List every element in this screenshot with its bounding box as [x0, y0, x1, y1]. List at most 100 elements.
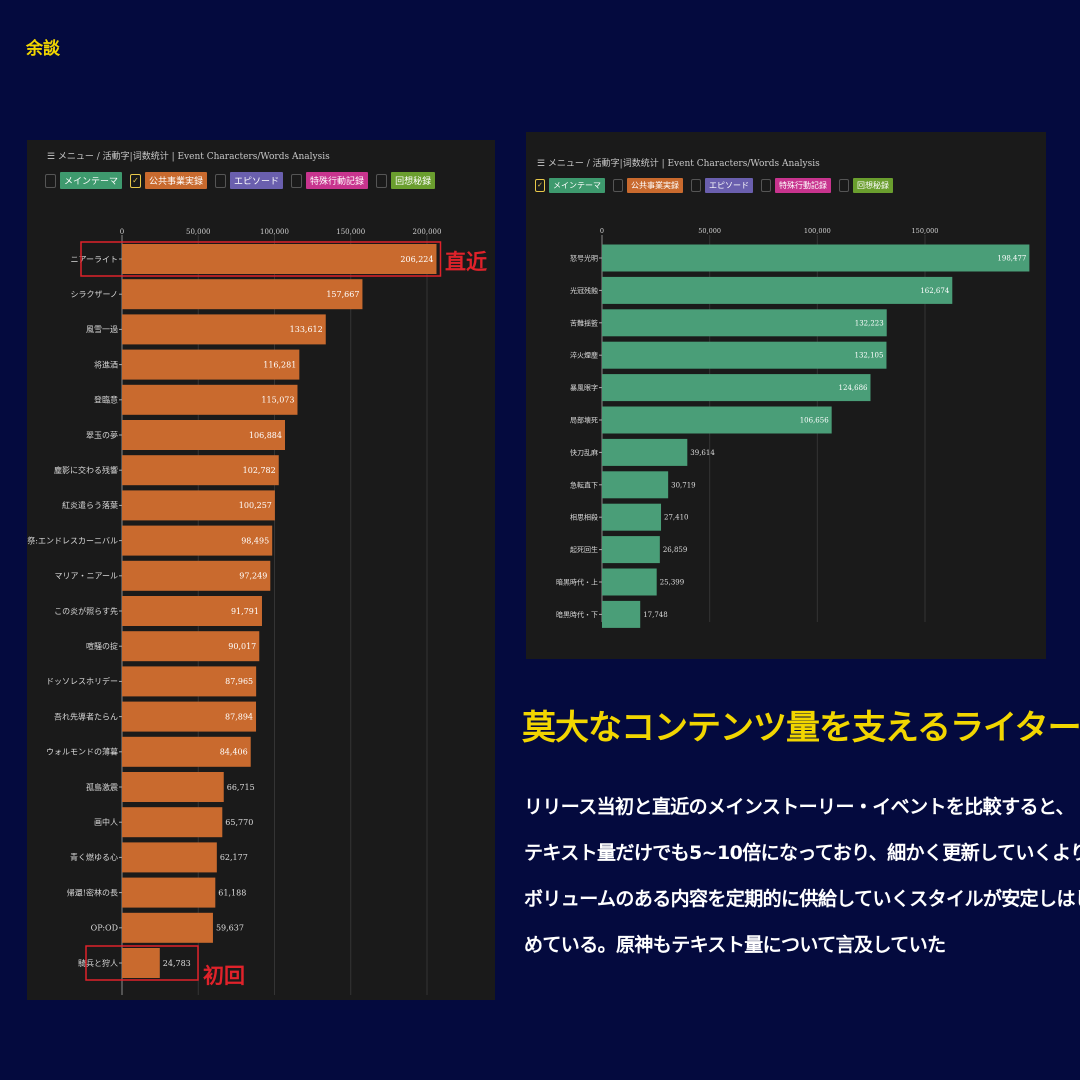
tab-2[interactable]: エピソード [691, 178, 753, 193]
category-label: 暗黒時代・上 [556, 577, 598, 586]
bar[interactable] [602, 276, 953, 304]
highlight-box [80, 241, 442, 277]
bar[interactable] [602, 341, 887, 369]
bar[interactable] [602, 244, 1030, 272]
checkbox-icon[interactable] [613, 179, 623, 192]
tab-4[interactable]: 回想秘録 [839, 178, 893, 193]
data-label: 62,177 [220, 853, 248, 862]
body-line: リリース当初と直近のメインストーリー・イベントを比較すると、 [524, 796, 1075, 818]
x-tick-label: 0 [600, 227, 604, 235]
checkbox-icon[interactable] [839, 179, 849, 192]
data-label: 24,783 [163, 959, 191, 968]
data-label: 106,884 [249, 431, 282, 440]
data-label: 132,223 [855, 319, 884, 327]
breadcrumb[interactable]: ☰ メニュー / 活動字|词数统计 | Event Characters/Wor… [537, 159, 820, 169]
category-label: 風雪一過 [86, 324, 118, 334]
tab-label: 特殊行動記録 [775, 178, 831, 193]
checkbox-checked-icon[interactable]: ✓ [535, 179, 545, 192]
x-tick-label: 200,000 [413, 228, 442, 236]
bar[interactable] [122, 877, 216, 908]
body-line: テキスト量だけでも5~10倍になっており、細かく更新していくより [524, 842, 1080, 864]
category-label: 暗黒時代・下 [556, 610, 598, 619]
category-label: シラクザーノ [70, 290, 118, 299]
data-label: 198,477 [997, 254, 1026, 262]
tab-2[interactable]: エピソード [215, 172, 284, 189]
bar[interactable] [122, 736, 251, 767]
bar[interactable] [602, 309, 887, 337]
data-label: 90,017 [228, 642, 256, 651]
data-label: 59,637 [216, 924, 244, 933]
checkbox-checked-icon[interactable]: ✓ [130, 173, 142, 188]
tab-0[interactable]: メインテーマ [45, 172, 123, 189]
tab-4[interactable]: 回想秘録 [376, 172, 436, 189]
bar[interactable] [602, 568, 657, 596]
data-label: 39,614 [690, 449, 715, 457]
category-label: この炎が照らす先 [54, 606, 118, 616]
headline: 莫大なコンテンツ量を支えるライター陣 [522, 708, 1080, 748]
tab-label: メインテーマ [549, 178, 605, 193]
bar[interactable] [122, 314, 326, 345]
breadcrumb[interactable]: ☰ メニュー / 活動字|词数统计 | Event Characters/Wor… [47, 152, 330, 162]
category-label: マリア・ニアール [54, 572, 118, 581]
bar[interactable] [602, 600, 641, 628]
checkbox-icon[interactable] [376, 173, 388, 188]
bar[interactable] [122, 420, 285, 450]
checkbox-icon[interactable] [45, 173, 56, 188]
filter-tabs: メインテーマ ✓ 公共事業実録 エピソード 特殊行動記録 回想秘録 [45, 172, 443, 189]
category-label: 青く燃ゆる心 [70, 852, 118, 862]
checkbox-icon[interactable] [215, 173, 227, 188]
bar[interactable] [122, 842, 217, 873]
bar[interactable] [122, 701, 257, 732]
bar[interactable] [602, 374, 871, 402]
bar[interactable] [602, 503, 662, 531]
x-tick-label: 100,000 [804, 227, 831, 235]
category-label: 吾れ先導者たらん [54, 711, 118, 721]
bar[interactable] [122, 772, 224, 802]
category-label: 騎兵と狩人 [78, 958, 118, 968]
category-label: 怒号光明 [570, 253, 598, 262]
bar[interactable] [602, 536, 660, 564]
tab-0[interactable]: ✓ メインテーマ [535, 178, 605, 193]
x-tick-label: 150,000 [912, 227, 939, 235]
bar[interactable] [122, 807, 223, 838]
category-label: 感謝祭:エンドレスカーニバル [27, 535, 118, 545]
bar[interactable] [122, 525, 273, 556]
data-label: 115,073 [261, 396, 294, 405]
checkbox-icon[interactable] [291, 173, 303, 188]
bar[interactable] [122, 349, 300, 380]
data-label: 30,719 [671, 481, 696, 489]
bar[interactable] [122, 948, 160, 978]
tab-3[interactable]: 特殊行動記録 [291, 172, 369, 189]
tab-1[interactable]: 公共事業実録 [613, 178, 683, 193]
x-tick-label: 0 [120, 228, 124, 236]
bar[interactable] [122, 912, 213, 943]
bar[interactable] [122, 666, 257, 697]
data-label: 206,224 [400, 255, 433, 264]
x-tick-label: 150,000 [336, 228, 365, 236]
bar[interactable] [602, 438, 688, 466]
tab-label: 回想秘録 [391, 172, 436, 189]
tab-label: 公共事業実録 [627, 178, 683, 193]
bar[interactable] [122, 244, 437, 274]
left-bar-chart: 0 50,000 100,000 150,000 200,000 ニアーライト 206,22… [27, 228, 442, 995]
bar[interactable] [122, 455, 279, 486]
bar[interactable] [602, 406, 832, 434]
data-label: 116,281 [263, 360, 296, 369]
bar[interactable] [122, 560, 271, 591]
tab-3[interactable]: 特殊行動記録 [761, 178, 831, 193]
checkbox-icon[interactable] [691, 179, 701, 192]
bar[interactable] [122, 384, 298, 415]
bar[interactable] [122, 490, 275, 521]
bar[interactable] [122, 596, 262, 626]
corner-label: 余談 [26, 39, 60, 59]
bar[interactable] [602, 471, 669, 499]
tab-label: 公共事業実録 [145, 172, 208, 189]
bar[interactable] [122, 279, 363, 310]
bar[interactable] [122, 631, 260, 662]
tab-1[interactable]: ✓ 公共事業実録 [130, 172, 208, 189]
body-line: めている。原神もテキスト量について言及していた [524, 934, 946, 956]
checkbox-icon[interactable] [761, 179, 771, 192]
tab-label: 特殊行動記録 [306, 172, 369, 189]
body-line: ボリュームのある内容を定期的に供給していくスタイルが安定しはじ [524, 888, 1080, 910]
category-label: 登臨意 [94, 395, 118, 405]
